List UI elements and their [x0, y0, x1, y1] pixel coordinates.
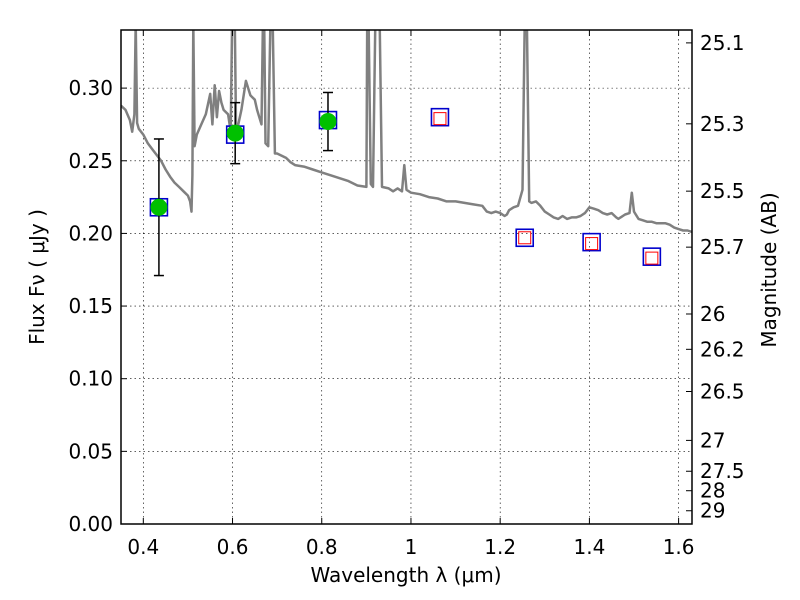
mag-tick-label: 27.5 — [700, 459, 745, 483]
model-spectrum-line — [121, 30, 692, 234]
grid — [121, 30, 692, 525]
right-axis-label: Magnitude (AB) — [757, 192, 781, 347]
mag-tick-label: 26.5 — [700, 379, 745, 403]
x-tick-label: 0.4 — [127, 535, 159, 559]
upper-limit-square — [645, 251, 659, 265]
mag-tick-label: 26 — [700, 302, 725, 326]
y-axis-label: Flux Fν ( μJy ) — [25, 209, 49, 345]
upper-limit-square — [518, 231, 532, 245]
mag-tick-label: 27 — [700, 428, 725, 452]
plot-area — [121, 30, 692, 277]
mag-tick-label: 25.3 — [700, 112, 745, 136]
observed-point — [319, 113, 337, 131]
y-tick-label: 0.05 — [68, 439, 113, 463]
y-tick-label: 0.15 — [68, 294, 113, 318]
mag-tick-label: 29 — [700, 499, 725, 523]
plot-frame — [120, 29, 693, 525]
y-tick-label: 0.30 — [68, 76, 113, 100]
x-tick-label: 1 — [405, 535, 418, 559]
axis-ticks: 0.4 0.6 0.8 1 1.2 1.4 1.6 0.00 0.05 0.10 0.15 0.20 0… — [68, 30, 745, 559]
mag-tick-label: 25.5 — [700, 179, 745, 203]
mag-tick-label: 25.1 — [700, 31, 745, 55]
y-tick-label: 0.25 — [68, 149, 113, 173]
observed-point — [226, 124, 244, 142]
x-tick-label: 1.6 — [663, 535, 695, 559]
y-tick-label: 0.20 — [68, 221, 113, 245]
x-axis-label: Wavelength λ (μm) — [310, 563, 501, 587]
mag-tick-label: 26.2 — [700, 337, 745, 361]
x-tick-label: 0.8 — [306, 535, 338, 559]
y-tick-label: 0.10 — [68, 367, 113, 391]
observed-point — [150, 198, 168, 216]
x-tick-label: 0.6 — [217, 535, 249, 559]
x-tick-label: 1.2 — [484, 535, 516, 559]
y-tick-label: 0.00 — [68, 512, 113, 536]
mag-tick-label: 25.7 — [700, 235, 745, 259]
mag-tick-label: 28 — [700, 479, 725, 503]
model-band-square — [642, 247, 662, 266]
upper-limit-square — [433, 112, 447, 126]
upper-limit-square — [585, 237, 599, 251]
model-band-square — [582, 232, 601, 252]
x-tick-label: 1.4 — [573, 535, 605, 559]
model-band-square — [430, 107, 450, 127]
model-band-square — [515, 228, 535, 248]
